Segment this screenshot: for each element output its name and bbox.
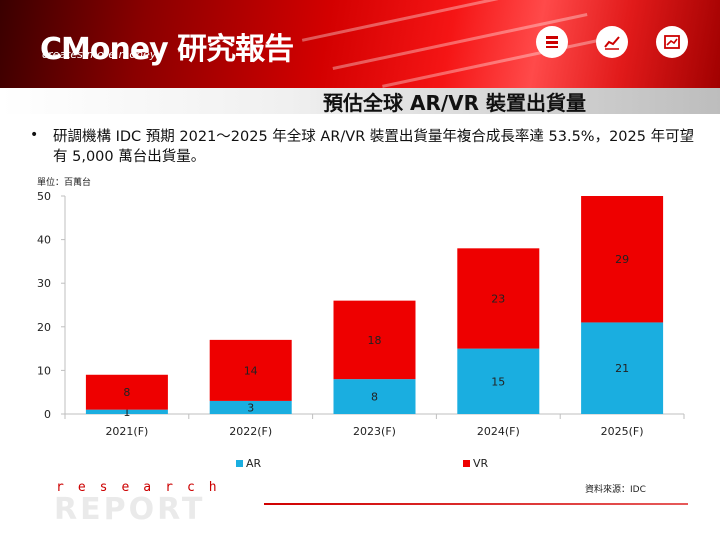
legend-ar-label: AR (246, 457, 262, 470)
y-tick-label: 20 (37, 321, 51, 334)
y-tick-label: 50 (37, 190, 51, 203)
bar-ar (333, 379, 416, 414)
data-label-ar: 21 (615, 362, 629, 375)
bar-vr (333, 300, 416, 380)
data-label-ar: 3 (247, 401, 254, 414)
x-category-label: 2022(F) (229, 425, 272, 438)
line-chart-icon[interactable] (596, 26, 628, 58)
y-tick-label: 30 (37, 277, 51, 290)
x-category-label: 2023(F) (353, 425, 396, 438)
y-tick-label: 0 (44, 408, 51, 421)
title-bar (0, 88, 720, 114)
bullet-text: 研調機構 IDC 預期 2021～2025 年全球 AR/VR 裝置出貨量年複合… (53, 129, 695, 165)
y-tick-label: 40 (37, 234, 51, 247)
bar-vr (581, 196, 664, 323)
x-category-label: 2025(F) (601, 425, 644, 438)
image-chart-icon[interactable] (656, 26, 688, 58)
footer-divider (264, 503, 688, 505)
stack-icon[interactable] (536, 26, 568, 58)
brand-logo: CMoney 研究報告 (40, 32, 294, 67)
data-label-vr: 29 (615, 253, 629, 266)
legend-vr: VR (463, 457, 488, 470)
x-category-label: 2021(F) (105, 425, 148, 438)
header-banner: CMoney 研究報告 creates more money (0, 0, 720, 95)
bar-ar (85, 409, 168, 414)
research-wordmark: research (56, 480, 231, 495)
bar-ar (581, 322, 664, 414)
data-label-vr: 8 (123, 386, 130, 399)
page-title: 預估全球 AR/VR 裝置出貨量 (323, 91, 586, 115)
data-label-ar: 8 (371, 391, 378, 404)
legend-ar-swatch (236, 460, 243, 467)
unit-label: 單位：百萬台 (37, 178, 92, 188)
bar-ar (457, 348, 540, 414)
data-label-vr: 23 (491, 292, 505, 305)
report-wordmark: REPORT (54, 492, 206, 527)
data-label-vr: 14 (244, 364, 258, 377)
bar-vr (209, 339, 292, 401)
data-label-ar: 1 (123, 406, 130, 419)
data-label-ar: 15 (491, 375, 505, 388)
legend-vr-swatch (463, 460, 470, 467)
data-label-vr: 18 (368, 334, 382, 347)
x-category-label: 2024(F) (477, 425, 520, 438)
brand-tagline: creates more money (42, 48, 157, 61)
bar-ar (209, 400, 292, 414)
y-tick-label: 10 (37, 364, 51, 377)
legend-ar: AR (236, 457, 261, 470)
source-label: 資料來源：IDC (585, 485, 646, 495)
bullet-dot: • (30, 127, 39, 143)
legend-vr-label: VR (473, 457, 489, 470)
bar-vr (85, 374, 168, 410)
bar-vr (457, 248, 540, 349)
